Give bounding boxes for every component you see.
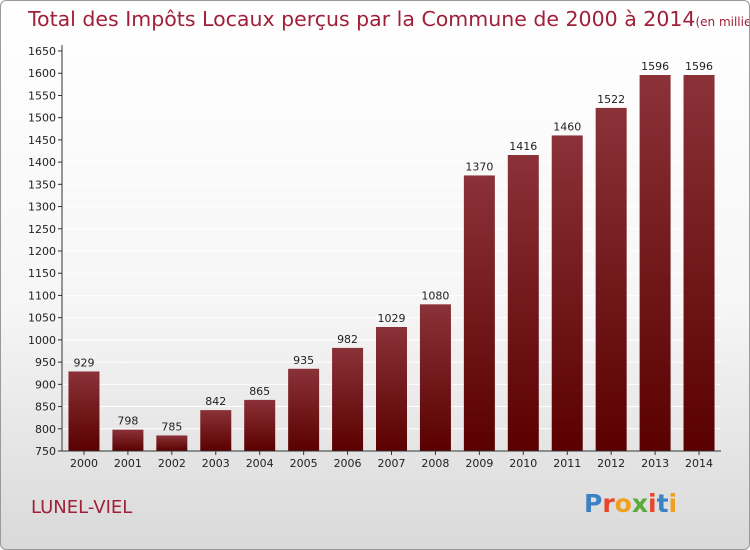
bar-2010	[507, 155, 539, 451]
chart-title: Total des Impôts Locaux perçus par la Co…	[28, 7, 749, 31]
x-tick-label-2013: 2013	[641, 457, 669, 470]
y-tick-label: 1150	[28, 267, 56, 280]
data-label-2001: 798	[117, 415, 138, 428]
logo-letter: r	[602, 489, 615, 518]
y-tick-label: 750	[35, 445, 56, 458]
chart-title-text: Total des Impôts Locaux perçus par la Co…	[28, 7, 696, 31]
data-label-2014: 1596	[685, 60, 713, 73]
logo-letter: o	[614, 489, 632, 518]
y-tick-label: 850	[35, 401, 56, 414]
x-tick-label-2012: 2012	[597, 457, 625, 470]
y-tick-label: 800	[35, 423, 56, 436]
x-tick-label-2008: 2008	[421, 457, 449, 470]
data-labels: 929 798 785 842 865 935 982 1029 1080 1370 1416 146…	[73, 60, 713, 433]
data-label-2002: 785	[161, 420, 182, 433]
logo-letter: x	[631, 489, 648, 518]
data-label-2011: 1460	[553, 120, 581, 133]
data-label-2010: 1416	[509, 140, 537, 153]
commune-name: LUNEL-VIEL	[31, 497, 133, 518]
y-tick-label: 1500	[28, 112, 56, 125]
data-label-2004: 865	[249, 385, 270, 398]
y-tick-label: 1550	[28, 89, 56, 102]
y-tick-label: 1650	[28, 45, 56, 58]
data-label-2000: 929	[73, 356, 94, 369]
y-tick-label: 1250	[28, 223, 56, 236]
y-tick-label: 1400	[28, 156, 56, 169]
chart-unit: (en milliers d'€)	[695, 15, 749, 29]
bar-2006	[332, 347, 364, 451]
logo-letter: i	[648, 489, 657, 518]
bar-2000	[68, 371, 100, 451]
bar-2011	[551, 135, 583, 451]
bar-2002	[156, 435, 188, 451]
bar-2013	[639, 75, 671, 451]
y-tick-label: 950	[35, 356, 56, 369]
bar-2014	[683, 75, 715, 451]
proxiti-logo[interactable]: Proxiti	[584, 489, 677, 518]
x-tick-label-2014: 2014	[685, 457, 713, 470]
bar-2001	[112, 429, 144, 451]
data-label-2012: 1522	[597, 93, 625, 106]
bar-2005	[288, 368, 320, 451]
bar-2007	[376, 327, 407, 451]
data-label-2009: 1370	[465, 160, 493, 173]
y-tick-label: 900	[35, 378, 56, 391]
data-label-2013: 1596	[641, 60, 669, 73]
x-tick-label-2000: 2000	[70, 457, 98, 470]
data-label-2006: 982	[337, 333, 358, 346]
y-tick-label: 1600	[28, 67, 56, 80]
x-tick-label-2007: 2007	[378, 457, 406, 470]
bars	[68, 75, 715, 451]
bar-2008	[419, 304, 451, 451]
x-tick-label-2009: 2009	[465, 457, 493, 470]
bar-2003	[200, 410, 232, 451]
y-tick-label: 1350	[28, 178, 56, 191]
axes: 750 800 850 900 950 1000 1050 1100 1150 1200 1250 1…	[28, 45, 721, 470]
data-label-2003: 842	[205, 395, 226, 408]
data-label-2007: 1029	[378, 312, 406, 325]
y-tick-label: 1050	[28, 312, 56, 325]
y-tick-label: 1200	[28, 245, 56, 258]
x-tick-label-2001: 2001	[114, 457, 142, 470]
y-tick-label: 1300	[28, 201, 56, 214]
data-label-2005: 935	[293, 354, 314, 367]
bar-2004	[244, 399, 276, 451]
y-tick-label: 1450	[28, 134, 56, 147]
x-tick-label-2005: 2005	[290, 457, 318, 470]
x-tick-label-2011: 2011	[553, 457, 581, 470]
bar-2009	[463, 175, 495, 451]
x-tick-label-2003: 2003	[202, 457, 230, 470]
x-tick-label-2002: 2002	[158, 457, 186, 470]
x-tick-label-2010: 2010	[509, 457, 537, 470]
logo-letter: t	[656, 489, 669, 518]
y-tick-label: 1100	[28, 289, 56, 302]
x-tick-label-2004: 2004	[246, 457, 274, 470]
y-tick-label: 1000	[28, 334, 56, 347]
x-tick-label-2006: 2006	[334, 457, 362, 470]
bar-2012	[595, 107, 627, 451]
logo-letter: P	[584, 489, 603, 518]
data-label-2008: 1080	[421, 289, 449, 302]
logo-letter: i	[668, 489, 678, 518]
